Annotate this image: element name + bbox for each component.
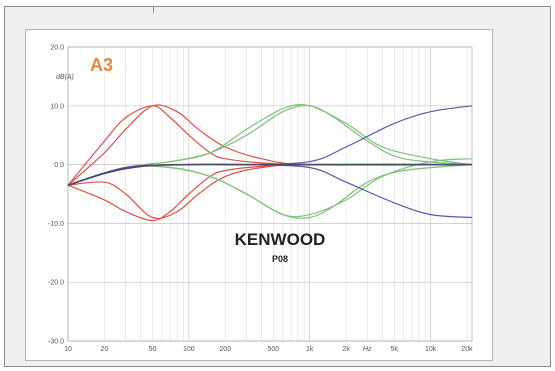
x-tick-label: 100 [183, 346, 195, 353]
x-tick-label: 2k [342, 346, 350, 353]
y-tick-label: -30.0 [48, 339, 64, 346]
series-line-blue-9 [67, 105, 473, 186]
frame-tick-mark [153, 7, 154, 13]
series-line-red-1 [67, 105, 473, 186]
series-line-blue-10 [67, 163, 473, 219]
x-tick-label: 50 [149, 346, 157, 353]
series-line-red-4 [67, 163, 473, 220]
chart-panel: 20.0 10.0 0.0 -10.0 -20.0 -30.0 10 20 50 100 200 50… [25, 29, 493, 361]
y-tick-label: -10.0 [48, 221, 64, 228]
x-tick-label: 20k [461, 346, 473, 353]
y-tick-label: -20.0 [48, 280, 64, 287]
grid [67, 46, 473, 342]
y-tick-label: 0.0 [54, 162, 64, 169]
series-line-green-6 [67, 104, 473, 186]
series-line-red-3 [67, 163, 473, 222]
x-tick-label: 1k [306, 346, 314, 353]
x-tick-label: 10 [64, 346, 72, 353]
x-tick-label: 10k [425, 346, 437, 353]
y-axis-unit: dB(A) [56, 74, 74, 81]
outer-frame: 20.0 10.0 0.0 -10.0 -20.0 -30.0 10 20 50 100 200 50… [4, 6, 551, 367]
logo: A3 [90, 55, 113, 75]
y-tick-label: 20.0 [50, 45, 64, 52]
x-axis-unit: Hz [363, 346, 372, 353]
y-tick-label: 10.0 [50, 103, 64, 110]
x-tick-label: 200 [219, 346, 231, 353]
curves [67, 104, 473, 222]
x-tick-label: 20 [100, 346, 108, 353]
series-line-dark-11 [67, 163, 472, 186]
x-tick-label: 5k [391, 346, 399, 353]
series-line-green-7 [67, 164, 473, 219]
brand-name: KENWOOD [235, 230, 326, 249]
model-name: P08 [272, 254, 288, 264]
series-line-green-8 [67, 158, 473, 218]
plot-border [67, 46, 473, 342]
frequency-response-chart: 20.0 10.0 0.0 -10.0 -20.0 -30.010 20 50 100 200 50… [48, 45, 473, 354]
x-tick-label: 500 [268, 346, 280, 353]
tick-labels: 20.0 10.0 0.0 -10.0 -20.0 -30.010 20 50 100 200 50… [48, 45, 473, 354]
logo-mark: A3 [90, 55, 113, 75]
